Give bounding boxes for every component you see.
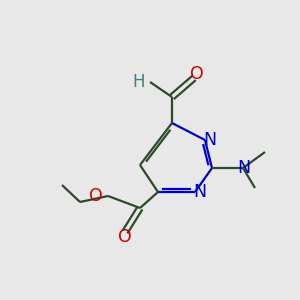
Text: H: H [133,73,145,91]
Text: O: O [89,187,103,205]
Text: N: N [237,159,250,177]
Text: N: N [194,183,207,201]
Text: O: O [190,65,204,83]
Text: N: N [203,131,217,149]
Text: O: O [118,228,132,246]
